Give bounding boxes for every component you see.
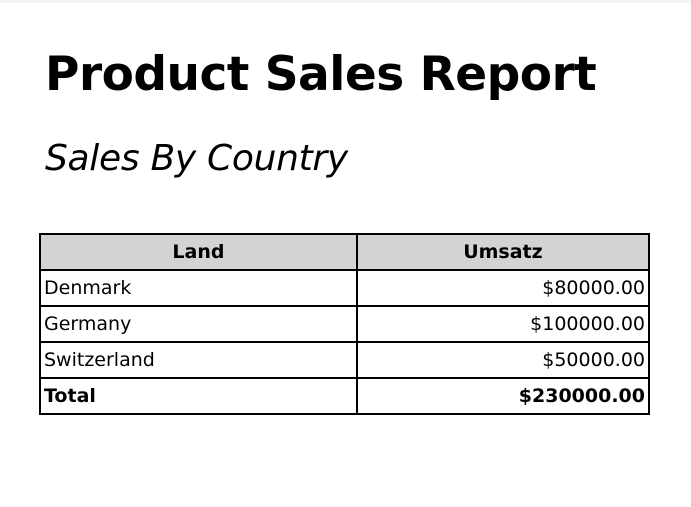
column-header-umsatz: Umsatz	[355, 233, 651, 271]
sales-cell: $50000.00	[355, 341, 651, 379]
country-cell: Switzerland	[39, 341, 358, 379]
total-row: Total $230000.00	[39, 377, 651, 415]
sales-table: Land Umsatz Denmark $80000.00 Germany $1…	[39, 233, 651, 415]
total-label: Total	[39, 377, 358, 415]
table-row: Germany $100000.00	[39, 305, 651, 343]
table-row: Switzerland $50000.00	[39, 341, 651, 379]
table-row: Denmark $80000.00	[39, 269, 651, 307]
table-header-row: Land Umsatz	[39, 233, 651, 271]
country-cell: Denmark	[39, 269, 358, 307]
sales-cell: $100000.00	[355, 305, 651, 343]
page-subtitle: Sales By Country	[45, 138, 348, 179]
country-cell: Germany	[39, 305, 358, 343]
column-header-land: Land	[39, 233, 358, 271]
total-value: $230000.00	[355, 377, 651, 415]
top-edge-bar	[0, 0, 691, 3]
sales-cell: $80000.00	[355, 269, 651, 307]
page-title: Product Sales Report	[45, 47, 597, 102]
